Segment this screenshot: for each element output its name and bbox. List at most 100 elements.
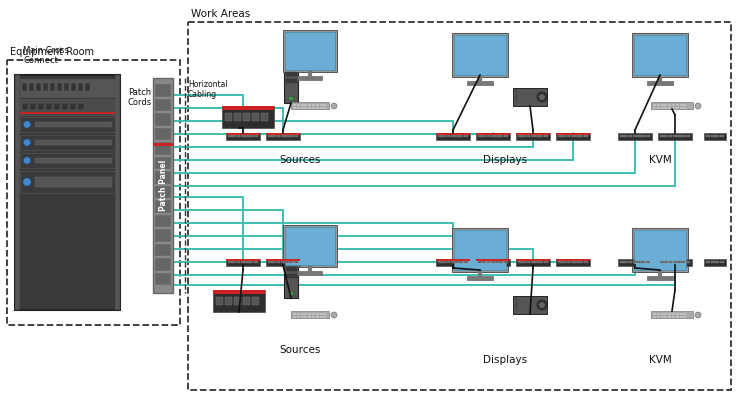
Text: Sources: Sources: [279, 155, 320, 165]
Bar: [482, 261, 486, 263]
Bar: [300, 106, 303, 109]
Bar: [237, 261, 241, 263]
Bar: [653, 106, 656, 109]
Bar: [495, 261, 499, 263]
Bar: [240, 261, 245, 263]
Bar: [464, 135, 468, 137]
Text: Equipment Room: Equipment Room: [10, 47, 94, 57]
Circle shape: [331, 103, 337, 109]
Bar: [57, 83, 62, 91]
Circle shape: [539, 94, 545, 100]
Bar: [668, 135, 673, 137]
Bar: [518, 261, 522, 263]
Text: Displays: Displays: [483, 155, 527, 165]
Bar: [286, 260, 297, 264]
Circle shape: [537, 92, 547, 102]
Bar: [323, 312, 326, 315]
Bar: [320, 316, 323, 318]
Bar: [20, 153, 115, 168]
Bar: [281, 135, 285, 137]
Bar: [436, 133, 470, 135]
Bar: [78, 103, 84, 110]
Bar: [226, 258, 260, 260]
Bar: [289, 261, 293, 263]
Bar: [684, 104, 687, 106]
Bar: [234, 113, 241, 121]
Bar: [672, 104, 675, 106]
Bar: [30, 103, 36, 110]
Bar: [632, 228, 688, 272]
Bar: [579, 135, 583, 137]
Bar: [679, 316, 682, 318]
Bar: [556, 258, 590, 266]
Bar: [460, 261, 463, 263]
Bar: [289, 292, 293, 295]
Bar: [312, 312, 315, 315]
Bar: [710, 261, 715, 263]
Bar: [704, 133, 726, 139]
Bar: [35, 177, 112, 187]
Bar: [715, 135, 719, 137]
Bar: [665, 106, 667, 109]
Bar: [20, 135, 115, 150]
Bar: [513, 88, 547, 106]
Bar: [155, 258, 171, 270]
Bar: [300, 316, 303, 318]
Bar: [657, 312, 660, 315]
Bar: [281, 261, 285, 263]
Bar: [323, 104, 326, 106]
Bar: [516, 133, 550, 135]
Bar: [308, 104, 312, 106]
Text: KVM: KVM: [649, 155, 671, 165]
Bar: [252, 297, 259, 305]
Bar: [289, 135, 293, 137]
Bar: [558, 135, 562, 137]
Text: Main Cross
Connect: Main Cross Connect: [23, 46, 69, 65]
Bar: [323, 316, 326, 318]
Bar: [476, 133, 510, 135]
Bar: [661, 106, 664, 109]
Bar: [213, 290, 265, 294]
Bar: [676, 316, 679, 318]
Bar: [15, 75, 20, 310]
Bar: [618, 258, 652, 266]
Bar: [71, 83, 76, 91]
Bar: [535, 135, 539, 137]
Bar: [15, 75, 120, 310]
Bar: [478, 261, 482, 263]
Bar: [285, 32, 335, 70]
Bar: [679, 104, 682, 106]
Bar: [539, 261, 543, 263]
Bar: [704, 258, 726, 266]
Bar: [476, 133, 510, 139]
Circle shape: [24, 139, 30, 146]
Bar: [571, 135, 575, 137]
Bar: [155, 171, 171, 183]
Text: Sources: Sources: [279, 345, 320, 355]
Bar: [684, 106, 687, 109]
Bar: [628, 135, 633, 137]
Bar: [254, 261, 258, 263]
Circle shape: [24, 121, 30, 128]
Bar: [658, 258, 692, 266]
Bar: [531, 261, 534, 263]
Bar: [500, 135, 503, 137]
Bar: [436, 258, 470, 266]
Bar: [254, 135, 258, 137]
Bar: [155, 272, 171, 285]
Bar: [646, 135, 650, 137]
Bar: [243, 113, 250, 121]
Bar: [268, 135, 272, 137]
Bar: [653, 104, 656, 106]
Text: Patch
Cords: Patch Cords: [128, 87, 152, 107]
Bar: [283, 225, 337, 267]
Bar: [686, 261, 690, 263]
Bar: [436, 133, 470, 139]
Bar: [36, 83, 41, 91]
Bar: [293, 316, 296, 318]
Bar: [513, 296, 547, 314]
Bar: [504, 135, 508, 137]
Bar: [482, 135, 486, 137]
Bar: [676, 106, 679, 109]
Bar: [516, 133, 550, 139]
